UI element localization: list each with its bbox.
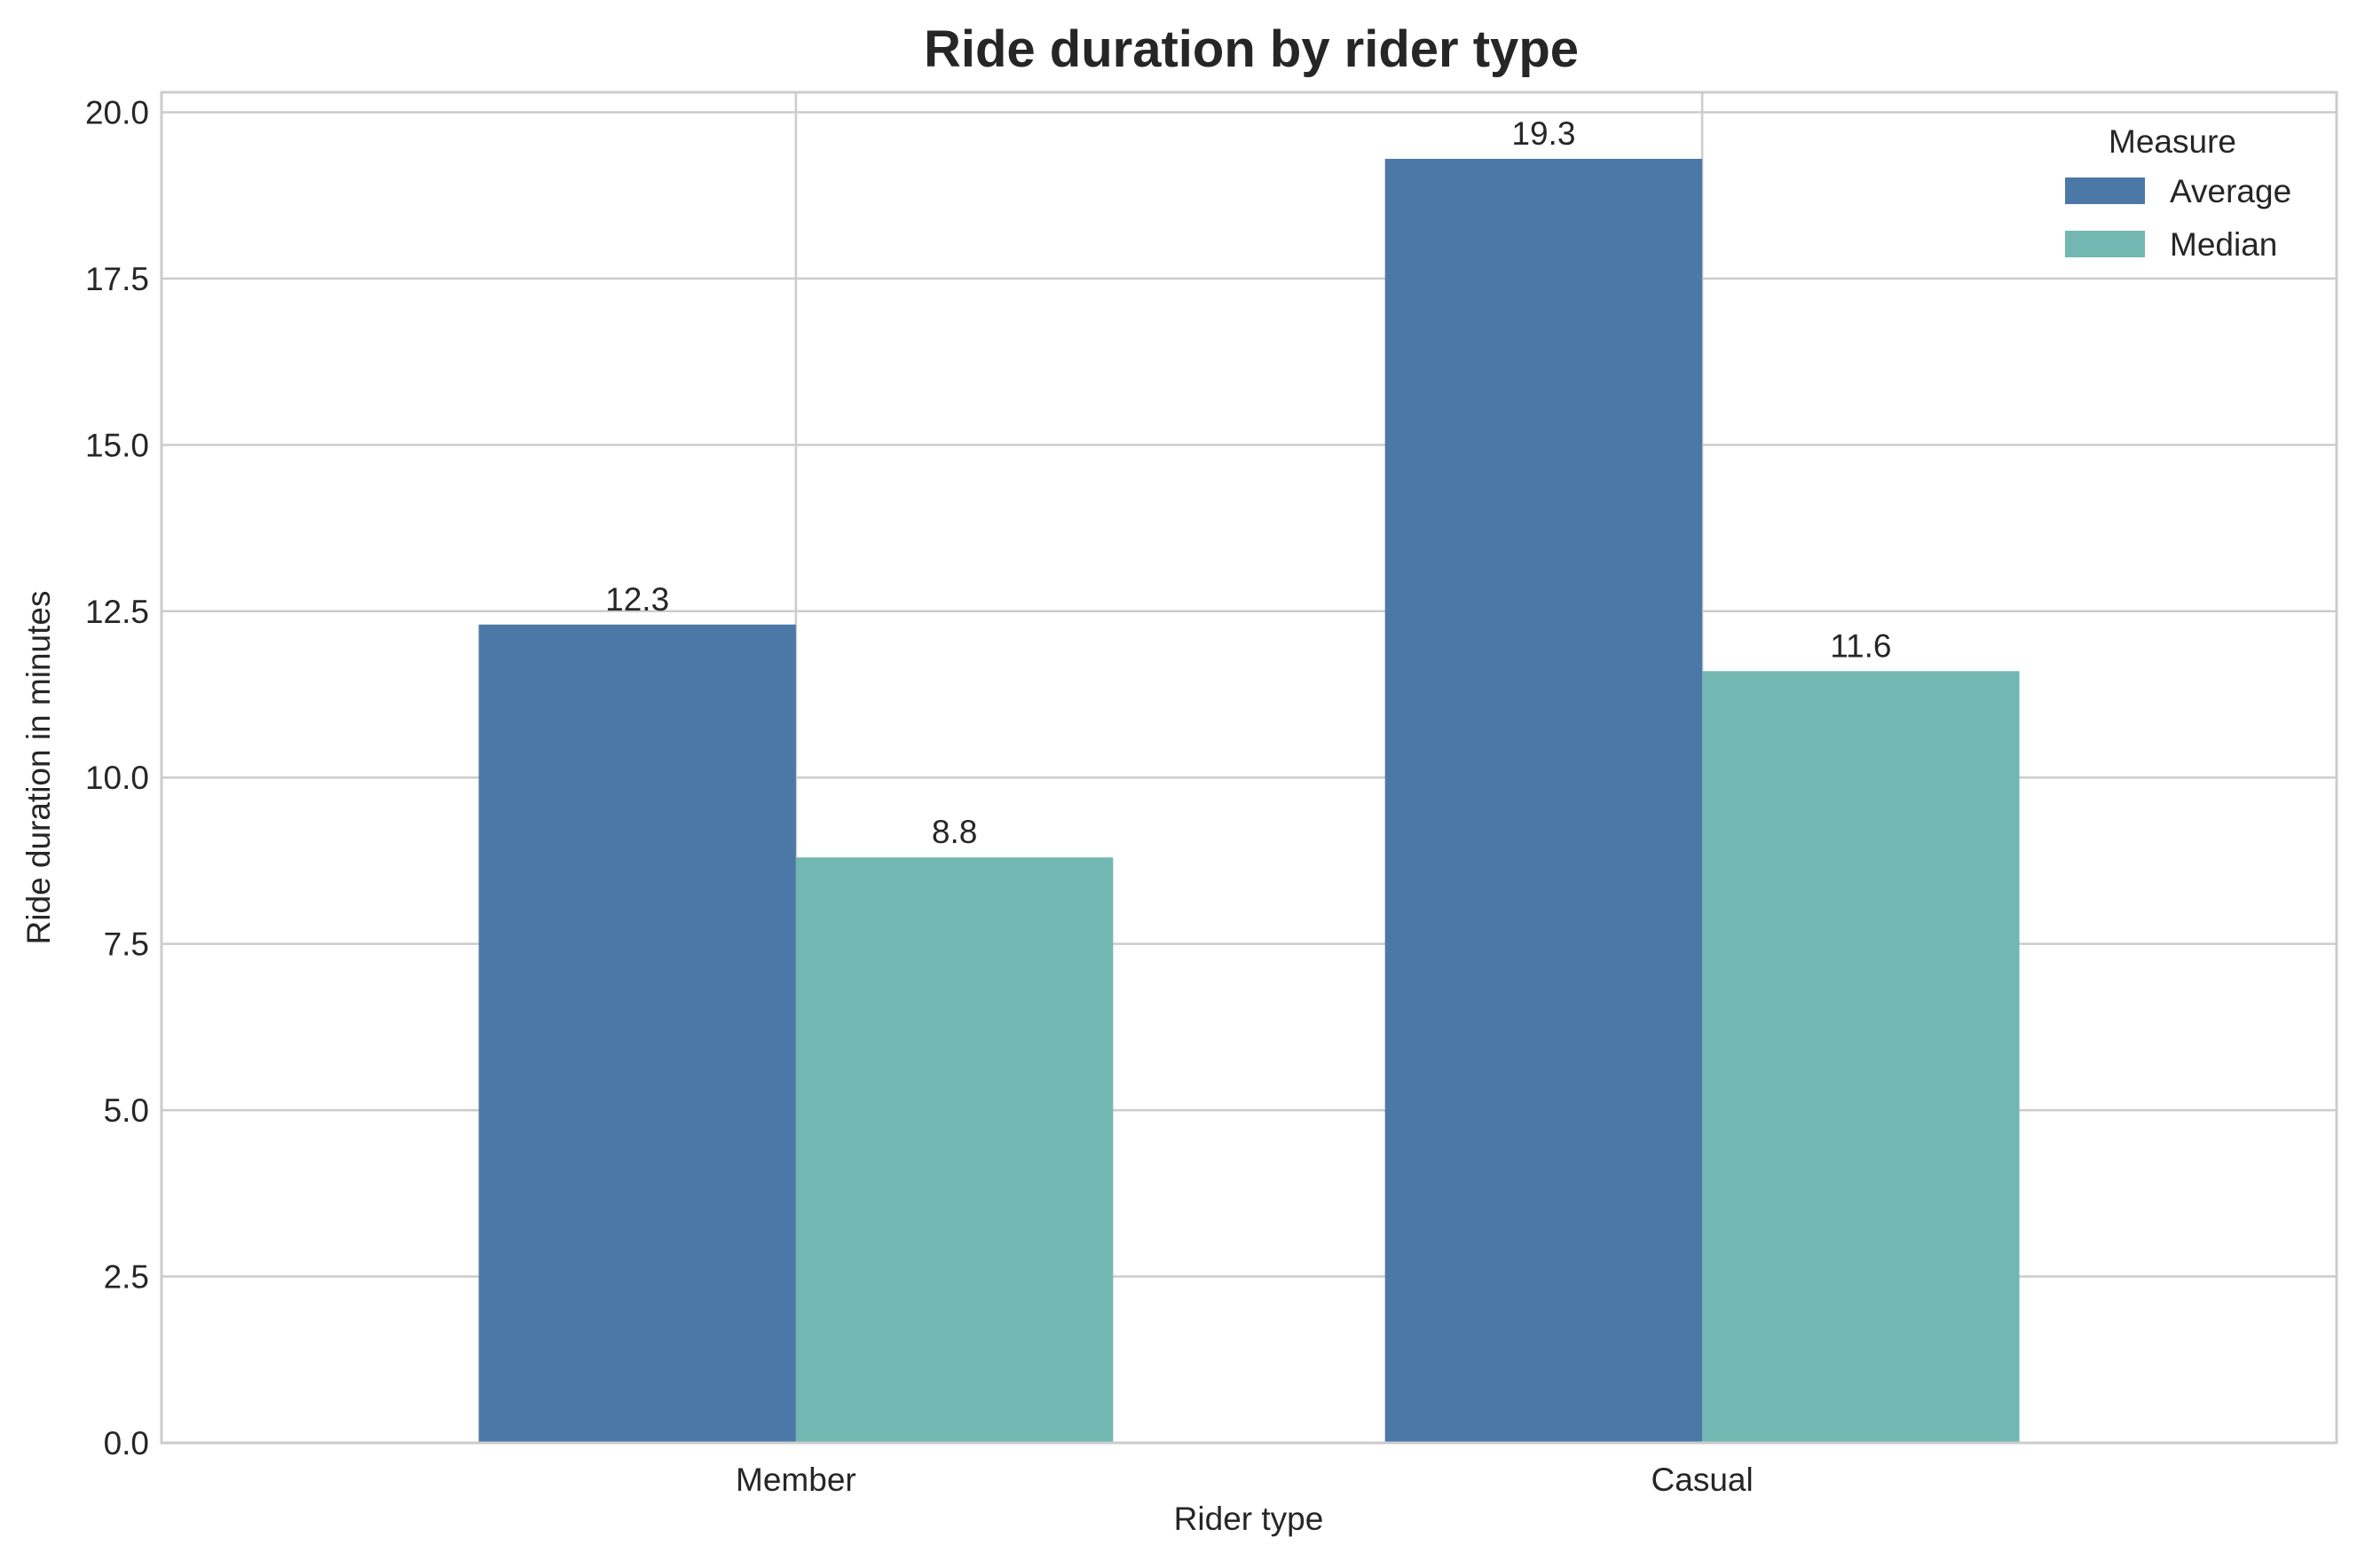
y-tick-label: 17.5 <box>85 261 149 297</box>
legend-label-median: Median <box>2170 226 2277 263</box>
y-tick-label: 5.0 <box>104 1092 149 1129</box>
x-axis-ticks: Member Casual <box>736 1462 1754 1498</box>
legend-swatch-average <box>2065 177 2145 204</box>
bar-median-member <box>795 857 1114 1443</box>
legend: Measure Average Median <box>2065 123 2291 263</box>
x-axis-label: Rider type <box>1174 1501 1324 1537</box>
plot-frame <box>160 91 2338 1445</box>
bar-value-label: 8.8 <box>932 814 977 850</box>
bar-value-label: 11.6 <box>1830 627 1891 664</box>
x-tick-label: Casual <box>1652 1462 1754 1498</box>
legend-items: Average Median <box>2065 173 2291 263</box>
bar-average-member <box>478 624 796 1443</box>
x-tick-label: Member <box>736 1462 856 1498</box>
legend-label-average: Average <box>2170 173 2291 209</box>
y-tick-label: 20.0 <box>85 94 149 130</box>
bar-value-label: 12.3 <box>605 581 669 618</box>
y-tick-label: 7.5 <box>104 926 149 963</box>
bar-median-casual <box>1702 671 2020 1443</box>
y-axis-label: Ride duration in minutes <box>20 591 57 945</box>
y-tick-label: 10.0 <box>85 760 149 796</box>
y-axis-ticks: 0.0 2.5 5.0 7.5 10.0 12.5 15.0 17.5 20.0 <box>85 94 149 1462</box>
legend-swatch-median <box>2065 231 2145 257</box>
bar-average-casual <box>1384 158 1703 1444</box>
bar-value-labels: 12.3 19.3 8.8 11.6 <box>605 115 1891 850</box>
y-tick-label: 12.5 <box>85 594 149 630</box>
y-tick-label: 15.0 <box>85 427 149 463</box>
legend-title: Measure <box>2109 123 2236 160</box>
bar-value-label: 19.3 <box>1511 115 1575 152</box>
y-tick-label: 2.5 <box>104 1259 149 1296</box>
chart-title: Ride duration by rider type <box>924 20 1579 78</box>
bars <box>478 158 2020 1444</box>
y-tick-label: 0.0 <box>104 1425 149 1462</box>
